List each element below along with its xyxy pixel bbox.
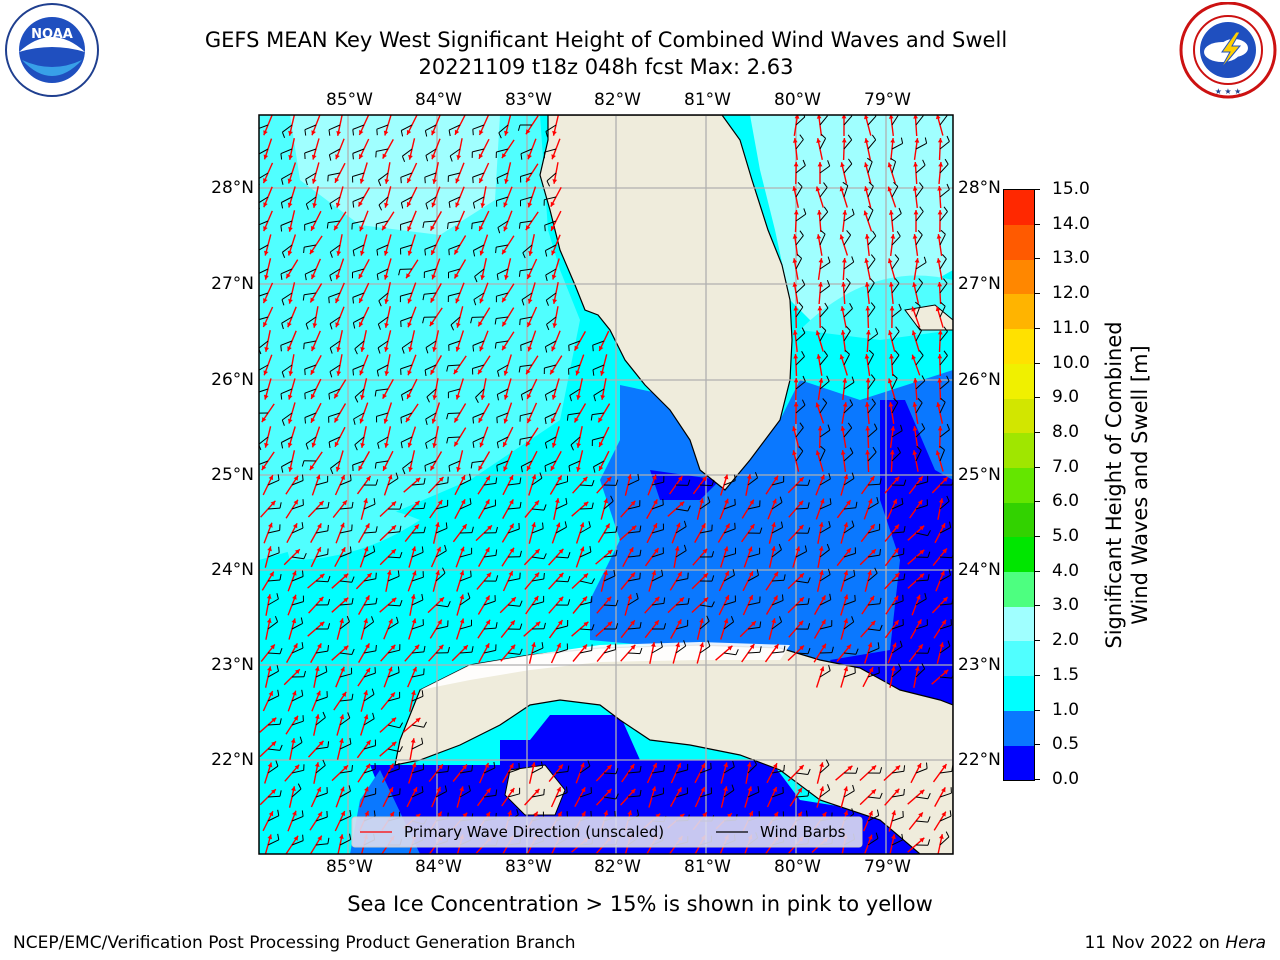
lat-label-right: 27°N bbox=[958, 274, 1016, 294]
colorbar-tick-label: 4.0 bbox=[1052, 561, 1079, 581]
colorbar-tick-label: 5.0 bbox=[1052, 526, 1079, 546]
lon-label-bottom: 81°W bbox=[684, 857, 728, 877]
lat-label-right: 26°N bbox=[958, 370, 1016, 390]
colorbar-label-line1: Significant Height of Combined bbox=[1101, 285, 1127, 685]
lon-label-top: 85°W bbox=[326, 90, 370, 110]
colorbar-tick-label: 12.0 bbox=[1052, 283, 1090, 303]
colorbar-tick-mark bbox=[1034, 501, 1040, 502]
lon-label-bottom: 82°W bbox=[594, 857, 638, 877]
colorbar-tick-label: 15.0 bbox=[1052, 179, 1090, 199]
colorbar-tick-mark bbox=[1034, 328, 1040, 329]
colorbar-tick-mark bbox=[1034, 397, 1040, 398]
colorbar-label: Significant Height of Combined Wind Wave… bbox=[1101, 285, 1153, 685]
lon-label-bottom: 80°W bbox=[774, 857, 818, 877]
map-legend: Primary Wave Direction (unscaled) Wind B… bbox=[352, 817, 862, 847]
lat-label-left: 27°N bbox=[196, 274, 254, 294]
colorbar-tick-mark bbox=[1034, 432, 1040, 433]
colorbar-segment bbox=[1004, 329, 1034, 364]
colorbar-segment bbox=[1004, 398, 1034, 433]
colorbar-tick-label: 1.0 bbox=[1052, 700, 1079, 720]
colorbar-tick-mark bbox=[1034, 675, 1040, 676]
sea-ice-note: Sea Ice Concentration > 15% is shown in … bbox=[0, 892, 1280, 917]
colorbar-tick-mark bbox=[1034, 258, 1040, 259]
lat-label-right: 28°N bbox=[958, 178, 1016, 198]
lon-label-top: 82°W bbox=[594, 90, 638, 110]
colorbar-tick-label: 7.0 bbox=[1052, 457, 1079, 477]
footer-branch: NCEP/EMC/Verification Post Processing Pr… bbox=[13, 933, 576, 953]
colorbar-tick-mark bbox=[1034, 189, 1040, 190]
footer-machine: Hera bbox=[1225, 933, 1266, 953]
colorbar-tick-label: 6.0 bbox=[1052, 491, 1079, 511]
colorbar-tick-mark bbox=[1034, 293, 1040, 294]
colorbar-tick-mark bbox=[1034, 744, 1040, 745]
colorbar-tick-mark bbox=[1034, 710, 1040, 711]
colorbar-tick-label: 8.0 bbox=[1052, 422, 1079, 442]
lon-label-top: 83°W bbox=[505, 90, 549, 110]
colorbar-segment bbox=[1004, 433, 1034, 468]
colorbar-tick-label: 13.0 bbox=[1052, 248, 1090, 268]
colorbar-tick-mark bbox=[1034, 640, 1040, 641]
colorbar-label-line2: Wind Waves and Swell [m] bbox=[1127, 285, 1153, 685]
colorbar-tick-label: 1.5 bbox=[1052, 665, 1079, 685]
lon-label-top: 84°W bbox=[415, 90, 459, 110]
lon-label-bottom: 85°W bbox=[326, 857, 370, 877]
colorbar-tick-mark bbox=[1034, 224, 1040, 225]
colorbar-segment bbox=[1004, 711, 1034, 746]
colorbar-tick-mark bbox=[1034, 779, 1040, 780]
colorbar-tick-label: 3.0 bbox=[1052, 595, 1079, 615]
colorbar-tick-mark bbox=[1034, 363, 1040, 364]
legend-wave-direction: Primary Wave Direction (unscaled) bbox=[404, 823, 664, 841]
legend-wind-barbs: Wind Barbs bbox=[760, 823, 846, 841]
colorbar-tick-mark bbox=[1034, 467, 1040, 468]
lat-label-right: 25°N bbox=[958, 465, 1016, 485]
colorbar-segment bbox=[1004, 294, 1034, 329]
lat-label-right: 23°N bbox=[958, 655, 1016, 675]
colorbar-segment bbox=[1004, 225, 1034, 260]
lat-label-left: 26°N bbox=[196, 370, 254, 390]
lon-label-bottom: 83°W bbox=[505, 857, 549, 877]
wave-height-map: Primary Wave Direction (unscaled) Wind B… bbox=[0, 0, 1280, 960]
colorbar-tick-mark bbox=[1034, 536, 1040, 537]
colorbar-tick-label: 0.0 bbox=[1052, 769, 1079, 789]
lat-label-left: 24°N bbox=[196, 560, 254, 580]
colorbar-tick-mark bbox=[1034, 571, 1040, 572]
colorbar-tick-label: 0.5 bbox=[1052, 734, 1079, 754]
colorbar-tick-label: 14.0 bbox=[1052, 214, 1090, 234]
colorbar-tick-mark bbox=[1034, 605, 1040, 606]
lon-label-top: 81°W bbox=[684, 90, 728, 110]
colorbar-tick-label: 2.0 bbox=[1052, 630, 1079, 650]
lon-label-top: 79°W bbox=[864, 90, 908, 110]
lat-label-left: 25°N bbox=[196, 465, 254, 485]
colorbar-segment bbox=[1004, 606, 1034, 641]
lat-label-right: 22°N bbox=[958, 750, 1016, 770]
colorbar-tick-label: 9.0 bbox=[1052, 387, 1079, 407]
footer-date: 11 Nov 2022 on Hera bbox=[1084, 933, 1266, 953]
lat-label-left: 23°N bbox=[196, 655, 254, 675]
lon-label-bottom: 84°W bbox=[415, 857, 459, 877]
lon-label-top: 80°W bbox=[774, 90, 818, 110]
colorbar-tick-label: 11.0 bbox=[1052, 318, 1090, 338]
lon-label-bottom: 79°W bbox=[864, 857, 908, 877]
lat-label-right: 24°N bbox=[958, 560, 1016, 580]
lat-label-left: 28°N bbox=[196, 178, 254, 198]
lat-label-left: 22°N bbox=[196, 750, 254, 770]
colorbar-tick-label: 10.0 bbox=[1052, 353, 1090, 373]
colorbar-segment bbox=[1004, 502, 1034, 537]
footer-date-text: 11 Nov 2022 on bbox=[1084, 933, 1225, 953]
colorbar-segment bbox=[1004, 676, 1034, 711]
